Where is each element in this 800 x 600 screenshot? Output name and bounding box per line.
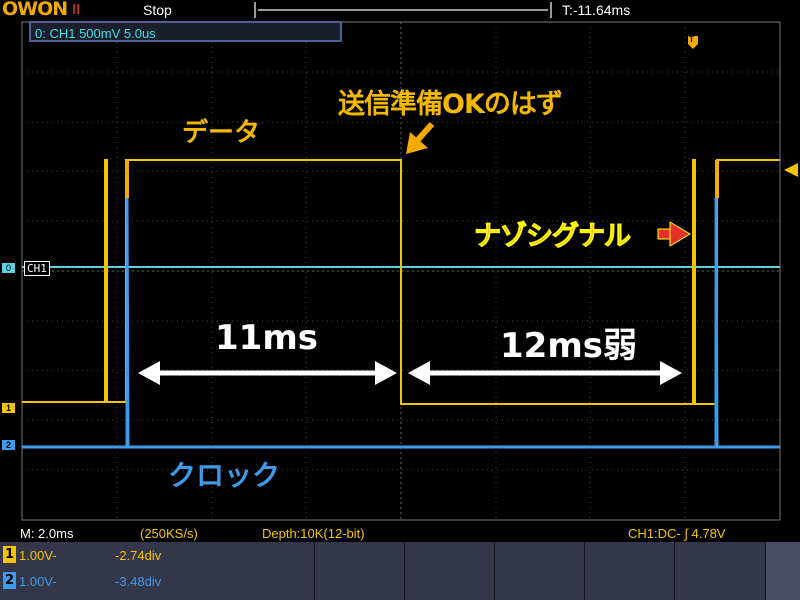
ch2-volts: 1.00V-	[19, 574, 57, 589]
span2-label: 12ms弱	[500, 326, 637, 366]
trigger-info[interactable]: CH1:DC- ∫ 4.78V	[628, 526, 726, 541]
panel-slot	[404, 542, 495, 600]
panel-slot	[674, 542, 766, 600]
span1-label: 11ms	[215, 318, 318, 358]
info-box: 0: CH1 500mV 5.0us	[29, 21, 342, 42]
ready-label: 送信準備OKのはず	[338, 89, 563, 120]
ch2-offset: -3.48div	[115, 574, 162, 589]
clock-label: クロック	[168, 459, 281, 492]
trigger-marker-label: T	[689, 35, 694, 44]
panel-slot	[584, 542, 675, 600]
ch1-marker[interactable]: 1	[2, 403, 15, 413]
span-arrow-2	[408, 361, 682, 385]
horizontal-position-bar	[254, 2, 552, 18]
ch1-ref-label: CH1	[24, 261, 50, 276]
ch2-badge: 2	[3, 572, 16, 589]
data-label: データ	[182, 118, 261, 148]
ch2-marker[interactable]: 2	[2, 440, 15, 450]
ch1-level-marker	[784, 163, 798, 177]
sample-rate: (250KS/s)	[140, 526, 198, 541]
zero-marker[interactable]: 0	[2, 263, 15, 273]
panel-slot	[314, 542, 405, 600]
memory-depth: Depth:10K(12-bit)	[262, 526, 365, 541]
ready-arrow-icon	[406, 121, 435, 154]
channel-panel: 1 1.00V- -2.74div 2 1.00V- -3.48div	[0, 542, 800, 600]
mystery-signal-label: ナゾシグナル	[474, 221, 632, 253]
status-bar: M: 2.0ms (250KS/s) Depth:10K(12-bit) CH1…	[0, 522, 800, 542]
trigger-time: T:-11.64ms	[562, 2, 631, 18]
trigger-marker	[688, 36, 698, 49]
ch1-trace	[22, 159, 780, 405]
ch1-offset: -2.74div	[115, 548, 162, 563]
top-bar: OWON II Stop T:-11.64ms	[0, 0, 800, 20]
mystery-arrow-icon	[657, 221, 691, 247]
grid-lines	[22, 22, 780, 520]
ch2-trace	[22, 197, 780, 449]
run-indicator: II	[72, 1, 81, 18]
waveform-display	[21, 21, 798, 521]
panel-scroll[interactable]	[765, 542, 800, 600]
panel-slot	[494, 542, 585, 600]
owon-logo: OWON	[2, 0, 68, 20]
ch1-volts: 1.00V-	[19, 548, 57, 563]
ch1-badge: 1	[3, 546, 16, 563]
run-status[interactable]: Stop	[143, 2, 172, 18]
span-arrow-1	[138, 361, 397, 385]
timebase[interactable]: M: 2.0ms	[20, 526, 74, 541]
